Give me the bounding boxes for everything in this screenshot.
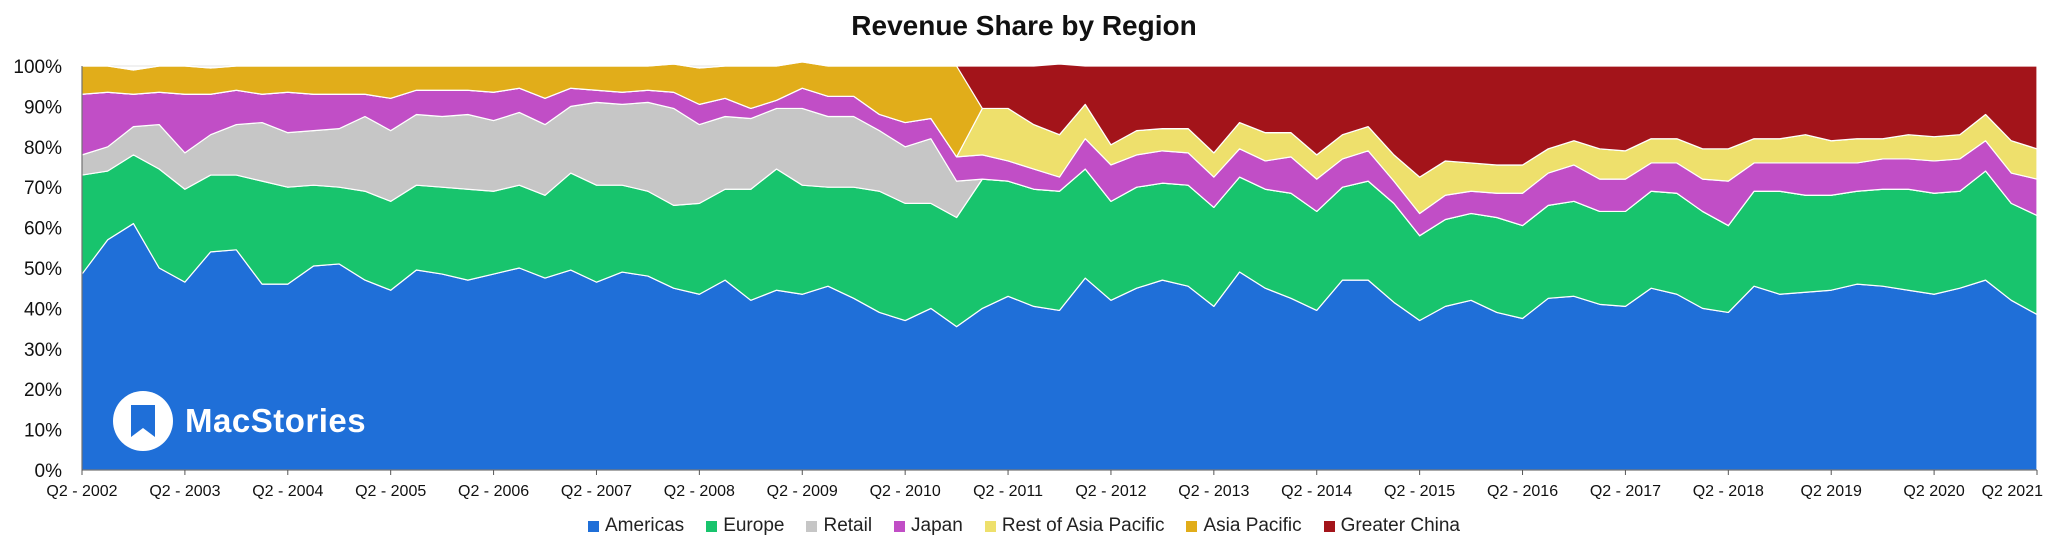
x-tick-label: Q2 - 2016 [1487,483,1558,500]
macstories-logo: MacStories [113,391,366,451]
x-tick-label: Q2 - 2012 [1075,483,1146,500]
x-tick-label: Q2 - 2009 [767,483,838,500]
x-tick-label: Q2 - 2005 [355,483,426,500]
y-tick-label: 60% [24,219,62,240]
x-tick-label: Q2 2020 [1903,483,1964,500]
chart-title: Revenue Share by Region [851,10,1197,41]
legend-label: Retail [823,515,873,536]
x-tick-label: Q2 - 2014 [1281,483,1352,500]
legend-label: Asia Pacific [1203,515,1302,536]
legend-item: Asia Pacific [1186,515,1302,537]
y-tick-label: 10% [24,421,62,442]
x-tick-label: Q2 - 2010 [870,483,941,500]
legend-swatch [1186,520,1198,532]
legend-swatch [806,520,818,532]
legend-item: Greater China [1323,515,1460,537]
logo-text: MacStories [185,402,367,439]
bookmark-icon [113,391,173,451]
y-tick-label: 40% [24,299,62,320]
legend-item: Japan [894,515,963,537]
x-tick-label: Q2 2019 [1801,483,1862,500]
legend-item: Retail [806,515,872,537]
x-tick-label: Q2 - 2008 [664,483,735,500]
legend-swatch [894,520,906,532]
x-tick-label: Q2 - 2017 [1590,483,1661,500]
x-tick-label: Q2 - 2003 [149,483,220,500]
y-tick-label: 0% [35,461,63,482]
x-tick-label: Q2 - 2007 [561,483,632,500]
y-tick-label: 90% [24,97,62,118]
legend-swatch [1323,520,1335,532]
x-tick-label: Q2 2021 [1982,483,2043,500]
axes: 0% 10% 20% 30% 40% 50% 60% 70% 80% 90% 100% Q2 - 20… [13,57,2043,500]
legend-label: Greater China [1340,515,1460,536]
x-tick-label: Q2 - 2006 [458,483,529,500]
y-tick-label: 70% [24,178,62,199]
legend-label: Rest of Asia Pacific [1001,515,1165,536]
area-greater-china [81,61,2038,178]
y-tick-label: 30% [24,340,62,361]
y-tick-label: 50% [24,259,62,280]
legend-item: Americas [588,515,684,537]
y-tick-label: 20% [24,380,62,401]
x-tick-label: Q2 - 2018 [1693,483,1764,500]
area-series-group [81,61,2038,471]
y-tick-label: 80% [24,138,62,159]
x-tick-label: Q2 - 2013 [1178,483,1249,500]
x-tick-label: Q2 - 2002 [46,483,117,500]
x-tick-label: Q2 - 2015 [1384,483,1455,500]
x-tick-label: Q2 - 2004 [252,483,323,500]
legend-label: Americas [605,515,685,536]
y-tick-label: 100% [13,57,62,78]
x-tick-label: Q2 - 2011 [973,483,1043,500]
legend-label: Japan [911,515,963,536]
legend-item: Europe [706,515,784,537]
chart-legend: Americas Europe Retail Japan Rest of Asia Pa… [0,515,2048,537]
legend-label: Europe [723,515,785,536]
legend-swatch [984,520,996,532]
legend-item: Rest of Asia Pacific [984,515,1165,537]
legend-swatch [588,520,599,532]
legend-swatch [706,520,718,532]
